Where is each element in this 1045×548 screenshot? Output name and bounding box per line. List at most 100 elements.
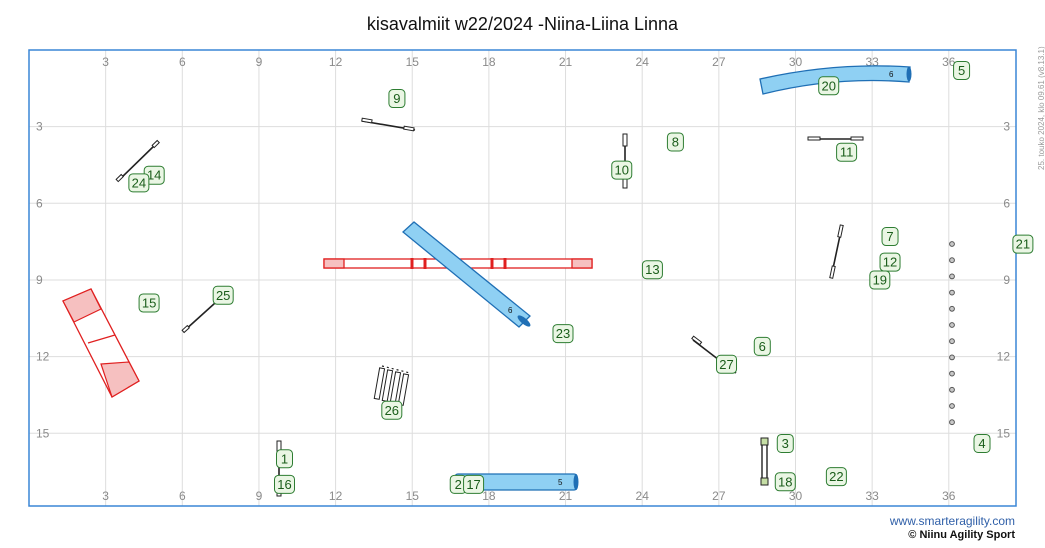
x-tick-label-bottom: 15 [406,489,420,503]
obstacle-number-label: 5 [958,63,965,78]
y-tick-label-left: 15 [36,426,50,440]
weave-pole [949,370,955,377]
tunnel-length-label: 5 [558,478,563,487]
x-tick-label-bottom: 36 [942,489,956,503]
weave-poles[interactable] [949,241,955,426]
weave-pole [949,289,955,296]
x-tick-label-bottom: 6 [179,489,186,503]
x-tick-label-top: 24 [636,55,650,69]
obstacle-number-3: 3 [776,433,794,453]
obstacle-number-label: 8 [672,134,679,149]
obstacle-number-5: 5 [953,60,971,80]
obstacle-number-label: 9 [393,91,400,106]
obstacle-number-23: 23 [552,324,574,344]
obstacle-number-label: 21 [1016,237,1030,252]
tunnel-23[interactable]: 6 [402,221,532,328]
obstacle-number-label: 6 [759,339,766,354]
obstacle-number-4: 4 [973,433,991,453]
obstacle-number-label: 25 [216,288,230,303]
x-tick-label-top: 12 [329,55,343,69]
y-tick-label-left: 6 [36,196,43,210]
grid-lines [29,50,1016,506]
version-note: 25. touko 2024, klo 09.61 (v8.13.1) [1037,46,1045,170]
x-tick-label-bottom: 21 [559,489,573,503]
obstacle-number-label: 19 [873,272,887,287]
obstacle-number-10: 10 [611,160,633,180]
obstacle-number-13: 13 [641,260,663,280]
y-tick-label-right: 15 [997,426,1011,440]
jump-7-12-19[interactable] [829,224,844,279]
obstacle-number-6: 6 [753,336,771,356]
y-tick-label-right: 3 [1003,120,1010,134]
weave-pole [949,241,955,247]
x-tick-label-top: 27 [712,55,726,69]
obstacle-number-1: 1 [276,449,293,469]
obstacle-number-11: 11 [836,142,858,162]
x-tick-label-top: 21 [559,55,573,69]
jump-11[interactable] [807,136,864,141]
jump-9[interactable] [361,117,416,132]
obstacle-number-label: 2 [455,477,462,492]
x-tick-label-top: 30 [789,55,803,69]
obstacle-number-20: 20 [818,76,840,96]
obstacle-number-22: 22 [825,467,847,487]
tunnel-length-label: 6 [508,306,513,315]
obstacle-number-label: 16 [277,477,291,492]
y-tick-label-right: 6 [1003,196,1010,210]
obstacle-number-2: 2 [449,474,467,494]
x-tick-label-bottom: 33 [865,489,879,503]
weave-pole [949,419,955,426]
obstacle-number-18: 18 [774,472,796,492]
obstacle-number-label: 27 [719,357,733,372]
x-tick-label-bottom: 18 [482,489,496,503]
obstacle-number-7: 7 [881,227,899,247]
tire-obstacle[interactable] [760,437,769,486]
x-tick-label-bottom: 24 [636,489,650,503]
obstacle-number-25: 25 [212,285,234,305]
axis-labels: 3366991212151518182121242427273030333336… [36,55,1010,503]
x-tick-label-top: 18 [482,55,496,69]
obstacle-number-label: 17 [466,477,480,492]
weave-pole [949,273,955,280]
obstacles: 6 6 5 [62,65,955,497]
obstacle-number-label: 20 [821,78,835,93]
x-tick-label-bottom: 9 [256,489,263,503]
y-tick-label-left: 9 [36,273,43,287]
obstacle-number-label: 4 [978,436,985,451]
obstacle-number-27: 27 [716,354,738,374]
x-tick-label-bottom: 30 [789,489,803,503]
y-tick-label-left: 3 [36,120,43,134]
obstacle-number-label: 26 [385,403,399,418]
site-url[interactable]: www.smarteragility.com [889,514,1015,528]
weave-pole [949,386,955,393]
obstacle-number-label: 12 [883,255,897,270]
obstacle-number-12: 12 [879,252,901,272]
obstacle-number-17: 17 [463,474,485,494]
obstacle-number-label: 24 [132,175,146,190]
x-tick-label-bottom: 3 [102,489,109,503]
obstacle-number-21: 21 [1012,234,1034,254]
obstacle-number-9: 9 [388,89,406,109]
obstacle-number-24: 24 [128,173,150,193]
x-tick-label-top: 9 [256,55,263,69]
x-tick-label-top: 36 [942,55,956,69]
aframe-obstacle[interactable] [62,288,140,398]
weave-pole [949,354,955,361]
weave-pole [949,403,955,409]
tunnel-length-label: 6 [889,70,894,79]
course-frame [28,49,1017,507]
obstacle-number-label: 15 [142,295,156,310]
weave-pole [949,305,955,312]
y-tick-label-right: 12 [997,350,1011,364]
weave-pole [949,338,955,345]
jump-14-24[interactable] [115,139,160,183]
obstacle-number-19: 19 [869,270,891,290]
obstacle-number-label: 18 [778,474,792,489]
obstacle-number-15: 15 [138,293,160,313]
long-jump-obstacle[interactable] [373,365,411,406]
obstacle-number-label: 10 [615,163,629,178]
obstacle-number-label: 14 [147,168,161,183]
obstacle-number-16: 16 [274,474,295,494]
